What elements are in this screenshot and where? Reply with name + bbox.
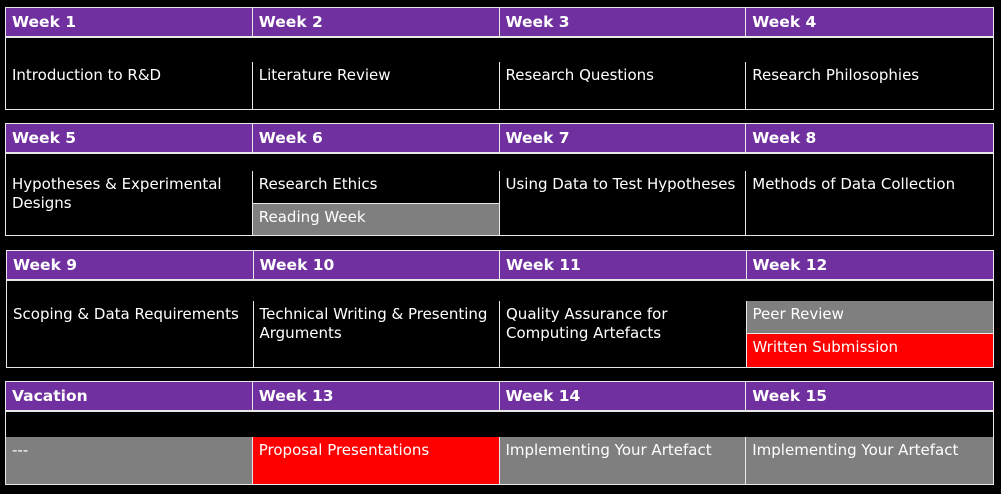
week-header: Week 1	[6, 8, 253, 38]
week-header: Week 9	[7, 251, 254, 281]
week-cell: Proposal Presentations	[252, 436, 500, 484]
week-cell: Implementing Your Artefact	[746, 436, 993, 484]
schedule-block-1: Week 1 Week 2 Week 3 Week 4 Introduction…	[5, 7, 994, 110]
week-cell: Literature Review	[252, 62, 500, 109]
week-header: Week 15	[746, 382, 993, 412]
week-cell: Quality Assurance for Computing Artefact…	[500, 300, 747, 367]
week-header: Week 10	[253, 251, 500, 281]
week-cell: Introduction to R&D	[6, 62, 253, 109]
week-cell: Research Ethics Reading Week	[252, 171, 500, 235]
week-cell: Hypotheses & Experimental Designs	[6, 171, 253, 235]
topic-text: Proposal Presentations	[252, 436, 499, 484]
schedule-block-4: Vacation Week 13 Week 14 Week 15 --- Pro…	[5, 381, 994, 485]
topic-text: ---	[6, 436, 252, 484]
week-header: Week 4	[746, 8, 993, 38]
topic-text-secondary: Reading Week	[252, 202, 499, 235]
topic-text: Peer Review	[746, 300, 993, 334]
topic-text: Quality Assurance for Computing Artefact…	[500, 300, 746, 367]
week-cell: Scoping & Data Requirements	[7, 300, 254, 367]
topic-text: Implementing Your Artefact	[499, 436, 746, 484]
topic-text: Scoping & Data Requirements	[7, 300, 253, 367]
topic-text: Research Ethics	[252, 171, 499, 203]
week-cell: Technical Writing & Presenting Arguments	[253, 300, 500, 367]
week-cell: Methods of Data Collection	[746, 171, 993, 235]
week-header: Week 7	[499, 124, 747, 154]
week-cell: Research Philosophies	[746, 62, 993, 109]
topic-text: Using Data to Test Hypotheses	[499, 171, 746, 235]
week-cell: Peer Review Written Submission	[746, 300, 993, 367]
week-header: Week 5	[6, 124, 253, 154]
topic-text: Introduction to R&D	[6, 62, 252, 109]
week-cell: Implementing Your Artefact	[499, 436, 747, 484]
week-header: Week 12	[746, 251, 993, 281]
topic-text: Technical Writing & Presenting Arguments	[253, 300, 499, 367]
week-header: Week 8	[746, 124, 993, 154]
topic-text: Literature Review	[252, 62, 499, 109]
topic-text: Hypotheses & Experimental Designs	[6, 171, 252, 235]
week-cell: Using Data to Test Hypotheses	[499, 171, 747, 235]
schedule-block-2: Week 5 Week 6 Week 7 Week 8 Hypotheses &…	[5, 123, 994, 236]
week-header: Week 3	[499, 8, 747, 38]
week-cell: ---	[6, 436, 253, 484]
week-header: Vacation	[6, 382, 253, 412]
topic-text: Methods of Data Collection	[746, 171, 993, 235]
week-header: Week 13	[252, 382, 500, 412]
topic-text: Research Philosophies	[746, 62, 993, 109]
week-header: Week 2	[252, 8, 500, 38]
week-header: Week 11	[500, 251, 747, 281]
topic-text-secondary: Written Submission	[746, 333, 993, 367]
week-header: Week 6	[252, 124, 500, 154]
topic-text: Implementing Your Artefact	[746, 436, 993, 484]
schedule-block-3: Week 9 Week 10 Week 11 Week 12 Scoping &…	[6, 250, 994, 368]
week-header: Week 14	[499, 382, 747, 412]
topic-text: Research Questions	[499, 62, 746, 109]
week-cell: Research Questions	[499, 62, 747, 109]
